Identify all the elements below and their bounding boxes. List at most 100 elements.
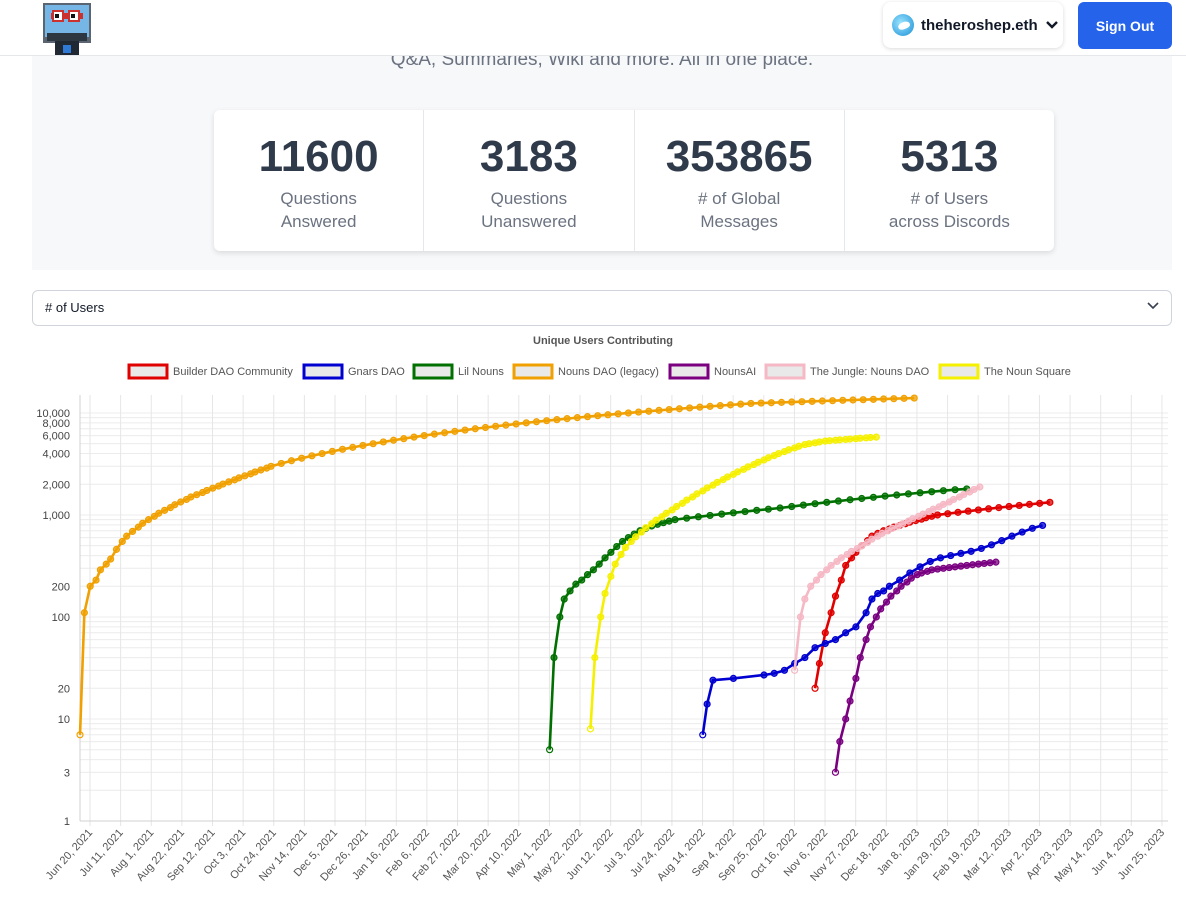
- data-point: [642, 524, 650, 532]
- data-point: [318, 449, 326, 458]
- data-point: [868, 595, 876, 603]
- legend-swatch: [668, 363, 710, 380]
- data-point: [595, 560, 603, 568]
- data-point: [963, 561, 971, 570]
- data-point: [573, 414, 581, 422]
- data-point: [881, 492, 889, 500]
- data-point: [947, 551, 955, 560]
- data-point: [893, 587, 901, 595]
- data-point: [624, 409, 632, 417]
- data-point: [878, 529, 886, 537]
- data-point: [747, 399, 755, 408]
- data-point: [859, 396, 867, 404]
- data-point: [836, 738, 844, 746]
- data-point: [566, 587, 574, 595]
- data-point: [420, 431, 428, 440]
- series-line: [813, 501, 1050, 689]
- data-point: [123, 532, 131, 540]
- metric-select[interactable]: # of Users: [32, 290, 1172, 326]
- data-point: [400, 435, 408, 443]
- data-point: [846, 435, 854, 443]
- data-point: [591, 653, 599, 662]
- data-point: [837, 554, 845, 562]
- data-point: [560, 595, 568, 603]
- data-point: [926, 557, 934, 566]
- y-tick-label: 4,000: [42, 449, 70, 461]
- legend-label: NounsAI: [714, 366, 756, 378]
- series-line: [834, 560, 997, 773]
- data-point: [601, 554, 609, 562]
- data-point: [134, 523, 142, 531]
- dolphin-avatar-icon: [892, 14, 914, 36]
- data-point: [461, 426, 469, 434]
- data-point: [974, 506, 983, 514]
- data-point: [96, 566, 105, 574]
- data-point: [831, 592, 840, 600]
- data-point: [900, 394, 908, 402]
- data-point: [764, 505, 772, 513]
- data-point: [556, 613, 564, 621]
- data-point: [954, 508, 962, 516]
- data-point: [718, 510, 726, 518]
- data-point: [734, 468, 742, 476]
- data-point: [998, 537, 1006, 545]
- data-point: [729, 509, 737, 517]
- data-point: [811, 644, 819, 652]
- data-point: [550, 653, 558, 662]
- pixel-avatar-logo-icon[interactable]: [43, 3, 91, 55]
- data-point: [985, 505, 993, 513]
- data-point: [601, 589, 609, 598]
- data-point: [177, 498, 185, 506]
- data-point: [709, 676, 717, 684]
- data-point: [821, 629, 829, 637]
- data-point: [957, 562, 965, 570]
- stats-panel: 11600 Questions Answered 3183 Questions …: [214, 110, 1054, 251]
- data-point: [187, 493, 195, 501]
- data-point: [846, 496, 854, 504]
- data-point: [586, 725, 595, 733]
- data-point: [543, 417, 551, 425]
- data-point: [613, 542, 621, 551]
- sign-out-button[interactable]: Sign Out: [1078, 2, 1172, 49]
- data-point: [831, 768, 840, 776]
- data-point: [897, 582, 905, 590]
- data-point: [607, 548, 615, 556]
- data-point: [874, 589, 882, 598]
- data-point: [815, 659, 824, 668]
- data-point: [839, 396, 847, 404]
- y-tick-label: 6,000: [42, 431, 70, 443]
- top-navigation-bar: theheroshep.eth Sign Out: [0, 0, 1186, 56]
- data-point: [801, 653, 809, 662]
- legend-swatch: [127, 363, 169, 380]
- legend-label: The Jungle: Nouns DAO: [810, 366, 930, 378]
- legend-label: Builder DAO Community: [173, 366, 293, 378]
- data-point: [665, 517, 673, 525]
- data-point: [950, 495, 958, 504]
- data-point: [481, 423, 490, 432]
- data-point: [858, 494, 866, 503]
- data-point: [583, 571, 592, 579]
- data-point: [589, 566, 597, 574]
- data-point: [823, 566, 831, 574]
- legend-swatch: [412, 363, 454, 380]
- data-point: [992, 558, 1000, 566]
- data-point: [209, 484, 217, 492]
- account-switcher[interactable]: theheroshep.eth: [883, 2, 1063, 48]
- data-point: [86, 582, 94, 590]
- data-point: [799, 501, 807, 509]
- data-point: [627, 537, 635, 546]
- y-tick-label: 2,000: [42, 479, 70, 491]
- data-point: [754, 458, 762, 466]
- data-point: [502, 421, 510, 429]
- data-point: [604, 411, 612, 419]
- data-point: [826, 437, 834, 445]
- data-point: [910, 394, 918, 402]
- data-point: [235, 474, 243, 482]
- data-point: [546, 746, 554, 754]
- y-tick-label: 1: [64, 816, 70, 828]
- data-point: [785, 446, 793, 454]
- stat-value: 11600: [258, 132, 379, 181]
- data-point: [811, 684, 819, 692]
- data-point: [597, 613, 605, 621]
- data-point: [112, 545, 121, 553]
